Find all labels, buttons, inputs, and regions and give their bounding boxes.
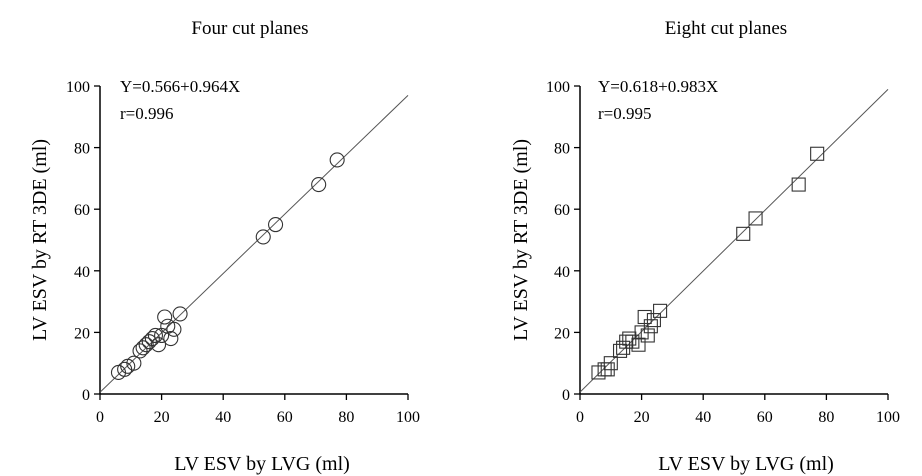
data-point-circle <box>166 321 182 337</box>
data-point-square <box>810 146 825 161</box>
x-tick-label: 20 <box>154 409 170 426</box>
x-tick-label: 80 <box>338 409 354 426</box>
regression-equation: Y=0.566+0.964X <box>120 77 240 96</box>
data-point-circle <box>135 340 151 356</box>
data-point-circle <box>126 355 142 371</box>
regression-line <box>579 88 889 393</box>
x-tick-label: 100 <box>396 409 420 426</box>
data-point-circle <box>157 309 173 325</box>
axis-ticks: 0 20 40 60 80 100 0 20 40 60 80 100 <box>66 79 420 426</box>
y-axis-label: LV ESV by RT 3DE (ml) <box>29 139 51 341</box>
y-tick-label: 0 <box>82 387 90 404</box>
x-axis-label: LV ESV by LVG (ml) <box>658 453 834 475</box>
x-tick-label: 40 <box>695 409 711 426</box>
chart-panel-four-cut-planes: Four cut planes LV ESV by RT 3DE (ml) LV… <box>29 18 420 475</box>
data-point-circle <box>329 152 345 168</box>
data-point-square <box>748 211 763 226</box>
data-points <box>591 146 825 380</box>
data-point-square <box>736 226 751 241</box>
axis-ticks: 0 20 40 60 80 100 0 20 40 60 80 100 <box>546 79 900 426</box>
data-point-circle <box>163 331 179 347</box>
data-point-circle <box>255 229 271 245</box>
data-point-square <box>640 328 655 343</box>
regression-equation: Y=0.618+0.983X <box>598 77 718 96</box>
y-tick-label: 40 <box>74 264 90 281</box>
chart-title: Four cut planes <box>191 18 308 39</box>
y-tick-label: 80 <box>74 141 90 158</box>
y-tick-label: 60 <box>74 202 90 219</box>
data-point-circle <box>132 343 148 359</box>
y-axis-label: LV ESV by RT 3DE (ml) <box>510 139 532 341</box>
data-point-square <box>603 356 618 371</box>
x-axis-label: LV ESV by LVG (ml) <box>174 453 350 475</box>
regression-line-group <box>579 88 889 393</box>
data-point-circle <box>138 337 154 353</box>
y-tick-label: 0 <box>562 387 570 404</box>
data-point-circle <box>311 177 327 193</box>
data-point-circle <box>150 337 167 353</box>
correlation-coefficient: r=0.996 <box>120 104 174 123</box>
y-tick-label: 20 <box>74 325 90 342</box>
x-tick-label: 40 <box>215 409 231 426</box>
y-tick-label: 80 <box>554 141 570 158</box>
y-tick-label: 60 <box>554 202 570 219</box>
data-point-square <box>631 337 646 352</box>
correlation-coefficient: r=0.995 <box>598 104 652 123</box>
data-point-circle <box>172 306 188 322</box>
data-point-circle <box>141 334 157 350</box>
y-tick-label: 40 <box>554 264 570 281</box>
x-tick-label: 60 <box>757 409 773 426</box>
x-tick-label: 20 <box>634 409 650 426</box>
chart-panel-eight-cut-planes: Eight cut planes LV ESV by RT 3DE (ml) L… <box>510 18 900 475</box>
y-tick-label: 100 <box>66 79 90 96</box>
x-tick-label: 100 <box>876 409 900 426</box>
data-points <box>110 152 345 380</box>
data-point-square <box>653 303 668 318</box>
y-tick-label: 100 <box>546 79 570 96</box>
x-tick-label: 0 <box>96 409 104 426</box>
data-point-circle <box>147 327 163 344</box>
x-tick-label: 80 <box>818 409 834 426</box>
data-point-circle <box>268 217 284 233</box>
data-point-circle <box>144 331 160 347</box>
y-tick-label: 20 <box>554 325 570 342</box>
chart-title: Eight cut planes <box>665 18 787 39</box>
x-tick-label: 0 <box>576 409 584 426</box>
x-tick-label: 60 <box>277 409 293 426</box>
data-point-square <box>791 177 806 192</box>
